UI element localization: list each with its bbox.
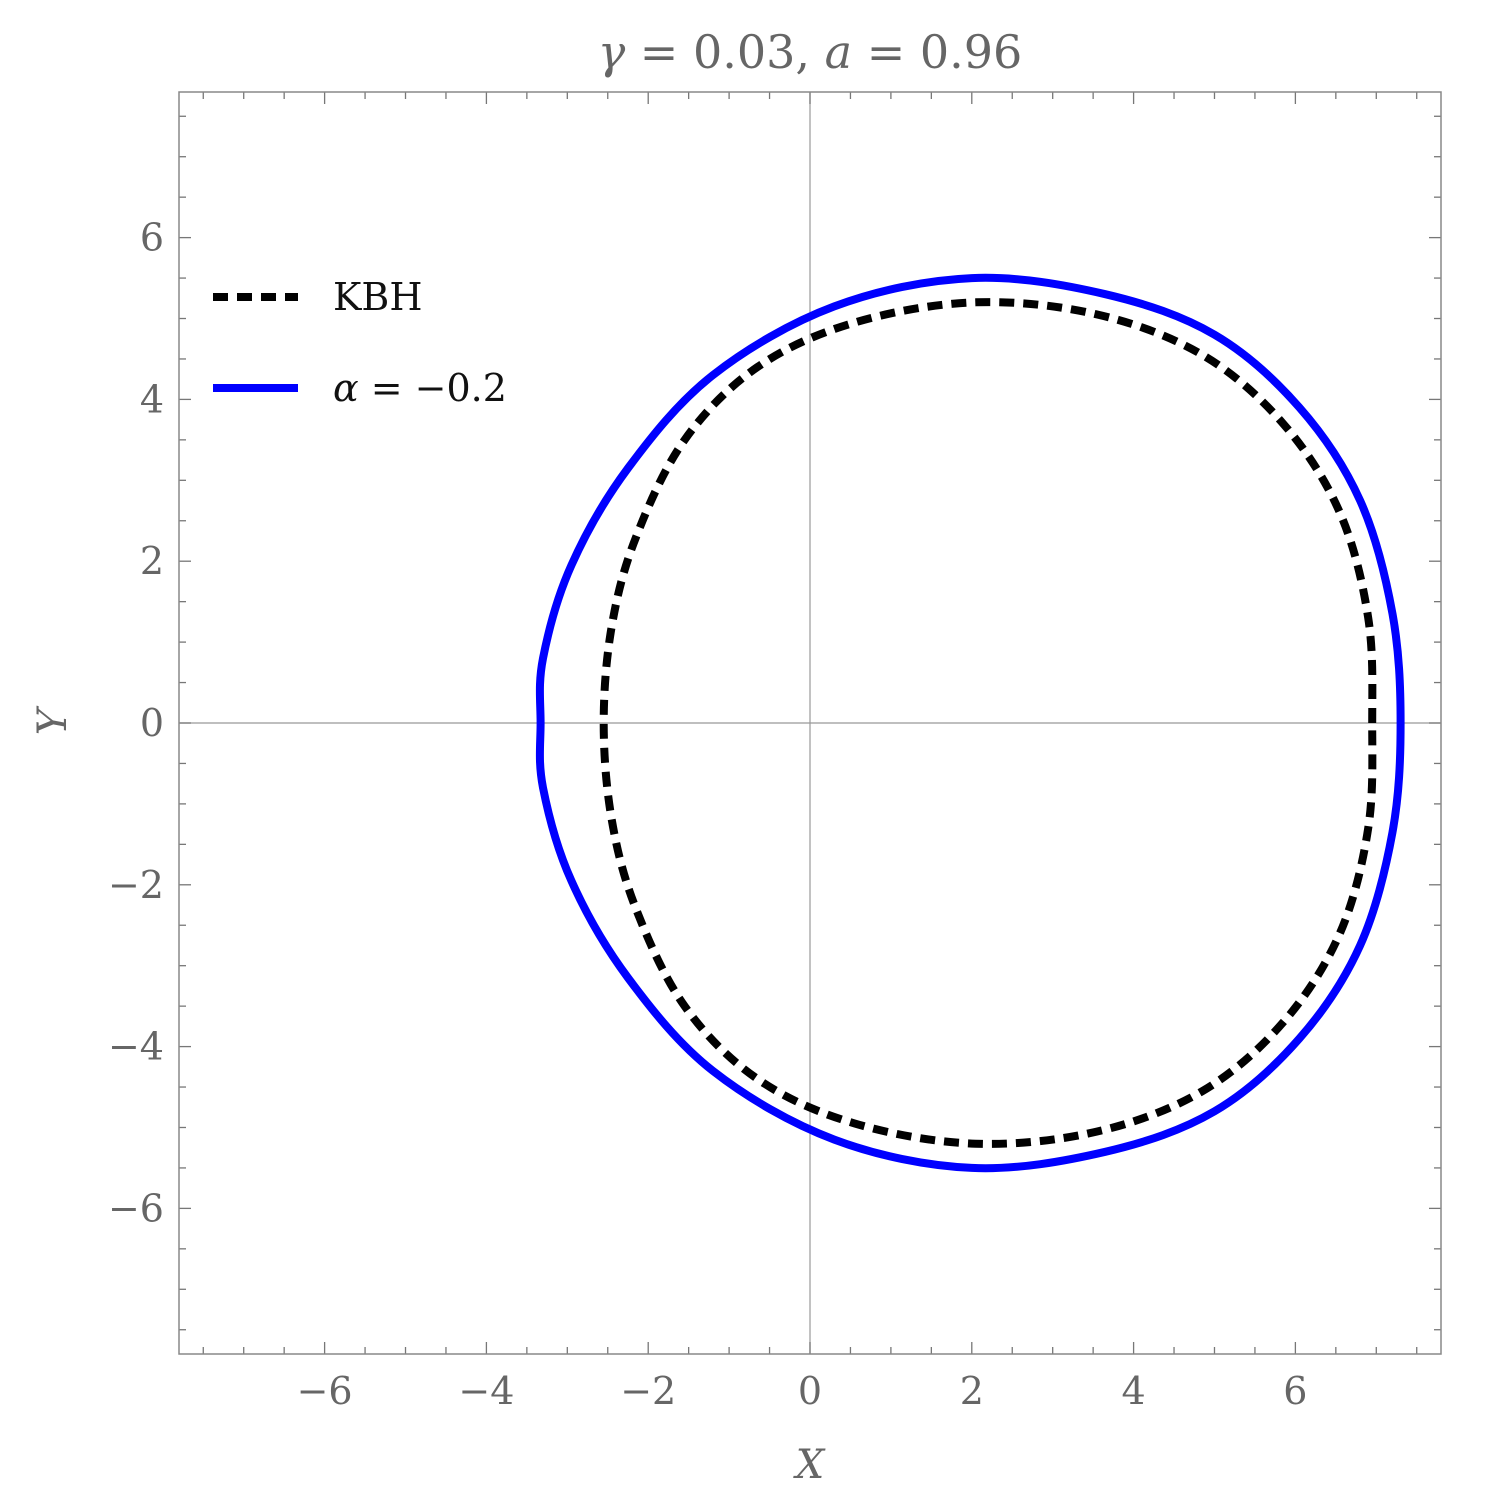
x-axis-label: X bbox=[793, 1442, 826, 1488]
x-tick-label: −4 bbox=[458, 1369, 514, 1413]
plot-frame bbox=[178, 91, 1442, 1355]
y-tick-label: −4 bbox=[108, 1025, 164, 1069]
x-tick-label: 0 bbox=[798, 1369, 822, 1413]
legend-value-alpha: = −0.2 bbox=[359, 366, 507, 410]
legend: KBH α = −0.2 bbox=[213, 275, 507, 410]
y-tick-label: −2 bbox=[108, 863, 164, 907]
series-alpha-curve bbox=[535, 273, 1405, 1173]
x-tick-label: 2 bbox=[960, 1369, 984, 1413]
title-value-a: = 0.96 bbox=[852, 25, 1022, 79]
y-tick-label: 2 bbox=[140, 539, 164, 583]
x-tick-label: 4 bbox=[1121, 1369, 1145, 1413]
series-kbh-curve bbox=[599, 298, 1377, 1148]
x-tick-label: −6 bbox=[297, 1369, 353, 1413]
y-axis-label: Y bbox=[30, 705, 76, 735]
legend-var-alpha: α bbox=[333, 366, 359, 410]
x-tick-label: −2 bbox=[620, 1369, 676, 1413]
axes-layer bbox=[179, 92, 1441, 1354]
x-tick-label: 6 bbox=[1283, 1369, 1307, 1413]
title-var-gamma: γ bbox=[598, 25, 626, 79]
y-tick-label: 0 bbox=[140, 701, 164, 745]
y-tick-label: 4 bbox=[140, 377, 164, 421]
ticks-layer: −6 −4 −2 0 2 4 6 −6 −4 −2 0 2 4 6 bbox=[108, 92, 1441, 1413]
legend-label-alpha: α = −0.2 bbox=[333, 366, 507, 410]
legend-label-kbh: KBH bbox=[333, 275, 422, 319]
series-layer bbox=[535, 273, 1405, 1173]
title-var-a: a bbox=[825, 25, 852, 79]
chart-title: γ = 0.03, a = 0.96 bbox=[598, 25, 1023, 79]
y-tick-label: 6 bbox=[140, 216, 164, 260]
title-value-gamma: = 0.03, bbox=[625, 25, 824, 79]
y-tick-label: −6 bbox=[108, 1186, 164, 1230]
